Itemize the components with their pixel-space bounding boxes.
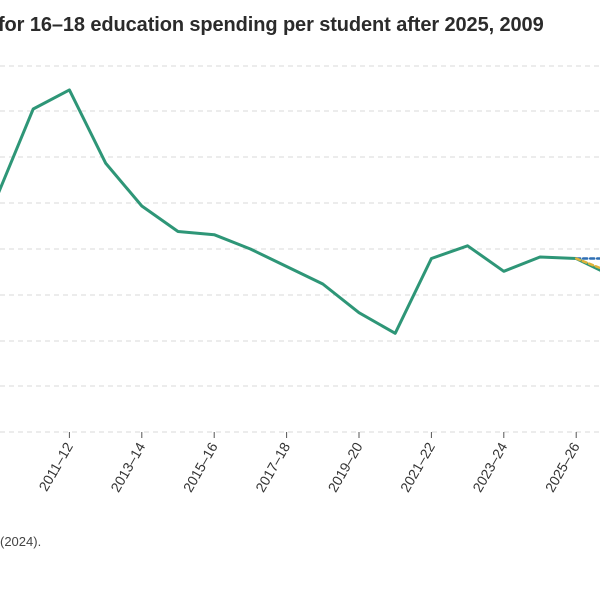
series-line-projection-b [574, 257, 600, 270]
x-tick-label: 2013–14 [107, 439, 148, 494]
x-tick-label: 2025–26 [542, 439, 583, 494]
x-tick-label: 2017–18 [252, 439, 293, 494]
source-note: (2024). [0, 534, 42, 549]
x-axis: 2009–10 2011–12 2013–14 2015–16 2017–18 2019–… [0, 432, 583, 495]
x-tick-label: 2021–22 [397, 439, 438, 494]
x-tick-label: 2011–12 [35, 439, 76, 493]
series-line-actual [0, 88, 600, 335]
x-tick-label: 2015–16 [180, 439, 221, 494]
x-tick-label: 2009–10 [0, 439, 4, 494]
gridlines [0, 65, 600, 433]
chart-title: for 16–18 education spending per student… [0, 14, 544, 36]
x-tick-label: 2023–24 [469, 439, 510, 494]
series-lines [0, 88, 600, 335]
x-tick-label: 2019–20 [324, 439, 365, 494]
